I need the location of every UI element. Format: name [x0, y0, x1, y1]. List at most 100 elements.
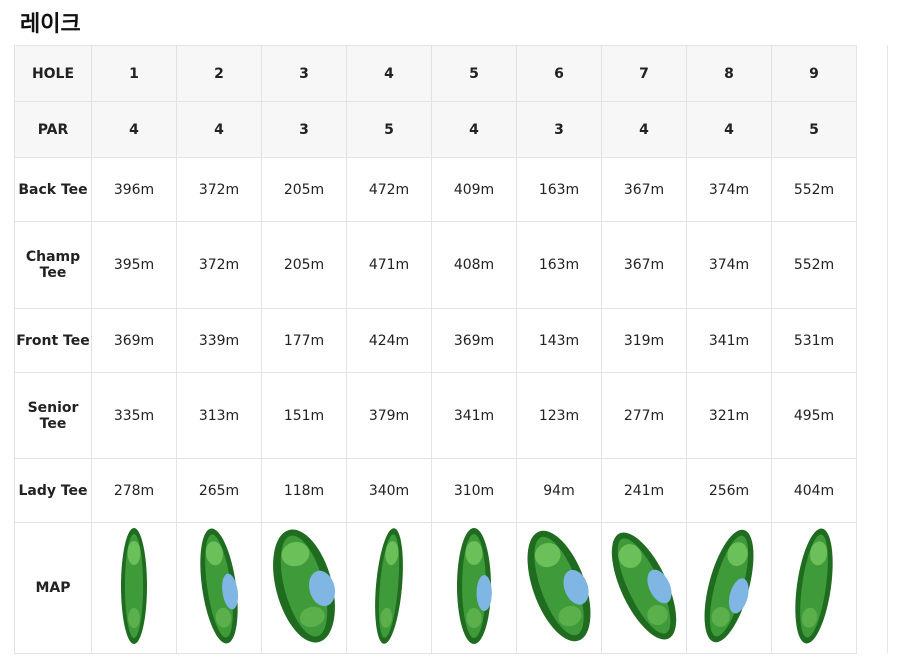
- header-row: PAR 4 4 3 5 4 3 4 4 5: [14, 101, 857, 158]
- row-label: PAR: [14, 101, 92, 158]
- cell: 6: [516, 45, 602, 102]
- cell: 495m: [771, 372, 857, 459]
- row-label: Front Tee: [14, 308, 92, 373]
- map-shape: [558, 605, 582, 627]
- map-shape: [618, 544, 642, 569]
- cell: 341m: [686, 308, 772, 373]
- map-shape: [281, 541, 310, 567]
- hole-map: [375, 528, 403, 644]
- map-row: MAP: [14, 522, 857, 654]
- map-cell: [261, 522, 347, 654]
- cell: 404m: [771, 458, 857, 523]
- header-row: HOLE 1 2 3 4 5 6 7 8 9: [14, 45, 857, 102]
- cell: 5: [431, 45, 517, 102]
- row-label: Champ Tee: [14, 221, 92, 309]
- row-label: Lady Tee: [14, 458, 92, 523]
- row-label: MAP: [14, 522, 92, 654]
- hole-map: [527, 530, 591, 642]
- cell: 372m: [176, 221, 262, 309]
- cell: 256m: [686, 458, 772, 523]
- cell: 4: [346, 45, 432, 102]
- cell: 118m: [261, 458, 347, 523]
- map-shape: [127, 541, 141, 565]
- cell: 367m: [601, 157, 687, 222]
- cell: 5: [771, 101, 857, 158]
- cell: 4: [176, 101, 262, 158]
- cell: 4: [686, 101, 772, 158]
- cell: 552m: [771, 157, 857, 222]
- cell: 205m: [261, 157, 347, 222]
- map-cell: [686, 522, 772, 654]
- hole-map: [121, 528, 147, 644]
- cell: 9: [771, 45, 857, 102]
- cell: 3: [516, 101, 602, 158]
- cell: 339m: [176, 308, 262, 373]
- cell: 7: [601, 45, 687, 102]
- table-row: Front Tee 369m 339m 177m 424m 369m 143m 319m 341…: [14, 308, 857, 373]
- map-shape: [801, 607, 818, 628]
- cell: 1: [91, 45, 177, 102]
- map-cell: [771, 522, 857, 654]
- cell: 471m: [346, 221, 432, 309]
- cell: 177m: [261, 308, 347, 373]
- map-shape: [128, 608, 140, 628]
- hole-map: [200, 528, 239, 644]
- cell: 409m: [431, 157, 517, 222]
- cell: 278m: [91, 458, 177, 523]
- hole-map: [795, 528, 833, 644]
- cell: 369m: [431, 308, 517, 373]
- map-cell: [91, 522, 177, 654]
- cell: 163m: [516, 221, 602, 309]
- table-row: Champ Tee 395m 372m 205m 471m 408m 163m 367m 374…: [14, 221, 857, 309]
- map-shape: [810, 541, 828, 566]
- map-cell: [346, 522, 432, 654]
- cell: 123m: [516, 372, 602, 459]
- cell: 472m: [346, 157, 432, 222]
- cell: 321m: [686, 372, 772, 459]
- map-shape: [711, 606, 730, 627]
- map-cell: [176, 522, 262, 654]
- map-shape: [309, 570, 336, 607]
- cell: 4: [91, 101, 177, 158]
- cell: 3: [261, 45, 347, 102]
- cell: 408m: [431, 221, 517, 309]
- cell: 163m: [516, 157, 602, 222]
- table-row: Back Tee 396m 372m 205m 472m 409m 163m 367m 374m…: [14, 157, 857, 222]
- map-shape: [647, 569, 672, 604]
- hole-map: [457, 528, 492, 644]
- cell: 335m: [91, 372, 177, 459]
- map-shape: [205, 541, 223, 566]
- cell: 8: [686, 45, 772, 102]
- scorecard-table: HOLE 1 2 3 4 5 6 7 8 9 PAR 4 4 3 5 4 3 4 4 5 Back Tee 396m 372…: [14, 45, 857, 654]
- page-title: 레이크: [20, 12, 81, 37]
- hole-map: [611, 532, 677, 640]
- hole-map: [704, 529, 754, 643]
- map-cell: [431, 522, 517, 654]
- map-shape: [222, 573, 239, 610]
- map-shape: [647, 604, 668, 626]
- cell: 552m: [771, 221, 857, 309]
- cell: 5: [346, 101, 432, 158]
- map-shape: [728, 578, 749, 614]
- cell: 372m: [176, 157, 262, 222]
- table-row: Lady Tee 278m 265m 118m 340m 310m 94m 241m 256m 4…: [14, 458, 857, 523]
- map-shape: [476, 575, 492, 611]
- map-cell: [516, 522, 602, 654]
- table-row: Senior Tee 335m 313m 151m 379m 341m 123m 277m 32…: [14, 372, 857, 459]
- cell: 395m: [91, 221, 177, 309]
- map-shape: [727, 542, 748, 567]
- hole-map: [273, 529, 336, 643]
- cell: 531m: [771, 308, 857, 373]
- cell: 2: [176, 45, 262, 102]
- cell: 340m: [346, 458, 432, 523]
- map-shape: [215, 607, 232, 628]
- cell: 424m: [346, 308, 432, 373]
- cell: 313m: [176, 372, 262, 459]
- cell: 369m: [91, 308, 177, 373]
- map-shape: [385, 541, 399, 566]
- map-shape: [563, 569, 589, 605]
- map-shape: [466, 608, 482, 628]
- map-shape: [299, 606, 325, 628]
- cell: 151m: [261, 372, 347, 459]
